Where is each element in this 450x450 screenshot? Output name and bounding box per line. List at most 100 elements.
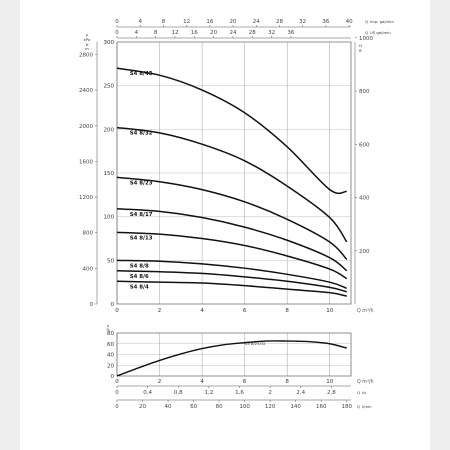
eff-y-tick-0: 0 xyxy=(111,374,115,380)
left-axis-h-label: H xyxy=(86,42,89,47)
eff-x-tick-5: 10 xyxy=(326,379,333,385)
main-x-tick-0: 0 xyxy=(115,308,119,314)
eff-x-tick-4: 8 xyxy=(285,379,289,385)
curve-label-5: S4 8/8 xyxy=(130,263,149,269)
main-x-tick-4: 8 xyxy=(285,308,289,314)
top-usgal-unit: US gal/min xyxy=(370,30,391,35)
bottom-ls-tick-5: 2 xyxy=(268,390,272,396)
main-x-unit-label: Q m³/h xyxy=(357,308,374,314)
eff-x-tick-3: 6 xyxy=(243,379,247,385)
right-ft-tick-2: 600 xyxy=(359,142,370,148)
top-impgal-tick-8: 32 xyxy=(299,19,306,25)
top-impgal-tick-3: 12 xyxy=(183,19,190,25)
left-kpa-tick-4: 1600 xyxy=(79,159,93,165)
curve-s4-8-17 xyxy=(116,208,348,272)
top-usgal-tick-0: 0 xyxy=(115,30,119,36)
eff-x-tick-1: 2 xyxy=(158,379,162,385)
left-kpa-tick-3: 1200 xyxy=(79,195,93,201)
bottom-ls-tick-1: 0,4 xyxy=(143,390,152,396)
top-usgal-tick-1: 4 xyxy=(135,30,139,36)
left-kpa-tick-7: 2800 xyxy=(79,52,93,58)
bottom-ls-q-label: Q xyxy=(357,390,360,395)
curve-label-4: S4 8/13 xyxy=(130,235,153,241)
main-y-tick-3: 150 xyxy=(104,171,115,177)
curve-s4-8-32 xyxy=(116,126,348,243)
bottom-lmin-tick-8: 160 xyxy=(316,404,327,410)
right-axis-h-label: H xyxy=(359,43,362,48)
main-x-tick-3: 6 xyxy=(243,308,247,314)
top-usgal-tick-9: 36 xyxy=(287,30,294,36)
curve-s4-8-4 xyxy=(116,280,347,297)
top-impgal-tick-5: 20 xyxy=(230,19,237,25)
bottom-ls-tick-4: 1,6 xyxy=(235,390,244,396)
main-y-tick-2: 100 xyxy=(104,215,115,221)
top-impgal-tick-1: 4 xyxy=(138,19,142,25)
left-kpa-tick-1: 400 xyxy=(83,266,94,272)
top-impgal-unit: Imp. gal/min xyxy=(370,19,394,24)
curve-label-0: S4 8/43 xyxy=(130,71,153,77)
right-ft-tick-4: 1000 xyxy=(359,36,373,42)
bottom-lmin-q-label: Q xyxy=(357,404,360,409)
curve-s4-8-8 xyxy=(116,259,348,289)
right-axis-ft-unit: ft xyxy=(359,48,362,53)
eff-x-tick-2: 4 xyxy=(200,379,204,385)
top-usgal-tick-8: 32 xyxy=(268,30,275,36)
right-ft-tick-0: 200 xyxy=(359,249,370,255)
eff-y-tick-4: 80 xyxy=(107,331,114,337)
bottom-lmin-tick-3: 60 xyxy=(190,404,197,410)
top-impgal-tick-2: 8 xyxy=(162,19,166,25)
main-x-tick-2: 4 xyxy=(200,308,204,314)
top-impgal-tick-9: 36 xyxy=(322,19,329,25)
bottom-ls-unit: l/s xyxy=(362,390,366,395)
left-axis-p-label: P xyxy=(86,33,89,38)
right-ft-tick-1: 400 xyxy=(359,196,370,202)
bottom-ls-tick-3: 1,2 xyxy=(205,390,214,396)
efficiency-curve xyxy=(116,340,347,377)
bottom-ls-tick-2: 0,8 xyxy=(174,390,183,396)
bottom-lmin-unit: l/min xyxy=(362,404,372,409)
eff-x-unit-label: Q m³/h xyxy=(357,379,374,385)
top-usgal-tick-7: 28 xyxy=(249,30,256,36)
eff-y-tick-2: 40 xyxy=(107,353,114,359)
bottom-ls-tick-7: 2,8 xyxy=(327,390,336,396)
curve-label-3: S4 8/17 xyxy=(130,212,153,218)
top-impgal-tick-7: 28 xyxy=(276,19,283,25)
bottom-lmin-tick-1: 20 xyxy=(139,404,146,410)
left-kpa-tick-5: 2000 xyxy=(79,124,93,130)
top-impgal-tick-0: 0 xyxy=(115,19,119,25)
top-impgal-tick-4: 16 xyxy=(206,19,213,25)
top-usgal-tick-4: 16 xyxy=(191,30,198,36)
top-impgal-tick-6: 24 xyxy=(253,19,260,25)
bottom-lmin-tick-4: 80 xyxy=(216,404,223,410)
bottom-ls-tick-6: 2,4 xyxy=(296,390,305,396)
bottom-lmin-tick-2: 40 xyxy=(165,404,172,410)
main-x-tick-1: 2 xyxy=(158,308,162,314)
curve-s4-8-43 xyxy=(116,67,347,195)
bottom-lmin-tick-9: 180 xyxy=(341,404,352,410)
efficiency-curve-label: S4 8/23/32 xyxy=(245,341,266,346)
eff-percent-unit: % xyxy=(106,327,110,332)
chart-sheet: 0 2 4 6 8 10 0 50 100 150 200 250 300 Q m³/h 0 400 800 12… xyxy=(20,0,430,450)
left-axis-kpa-unit: kPa xyxy=(84,37,91,42)
top-usgal-tick-5: 20 xyxy=(210,30,217,36)
bottom-lmin-tick-5: 100 xyxy=(239,404,250,410)
top-impgal-tick-10: 40 xyxy=(346,19,353,25)
curve-label-6: S4 8/6 xyxy=(130,274,149,280)
curve-s4-8-6 xyxy=(116,270,347,293)
main-x-tick-5: 10 xyxy=(326,308,333,314)
eff-y-tick-1: 20 xyxy=(107,363,114,369)
left-kpa-tick-2: 800 xyxy=(83,231,94,237)
top-usgal-tick-3: 12 xyxy=(171,30,178,36)
top-usgal-tick-2: 8 xyxy=(154,30,158,36)
curve-s4-8-23 xyxy=(116,176,348,260)
bottom-lmin-tick-6: 120 xyxy=(265,404,276,410)
top-usgal-tick-6: 24 xyxy=(229,30,236,36)
left-axis-m-unit: m xyxy=(85,46,89,51)
top-impgal-q-label: Q xyxy=(365,19,368,24)
left-kpa-tick-0: 0 xyxy=(90,302,94,308)
curve-s4-8-13 xyxy=(116,231,348,280)
eff-eta-label: η xyxy=(107,323,110,328)
curve-label-1: S4 8/32 xyxy=(130,131,153,137)
eff-x-tick-0: 0 xyxy=(115,379,119,385)
